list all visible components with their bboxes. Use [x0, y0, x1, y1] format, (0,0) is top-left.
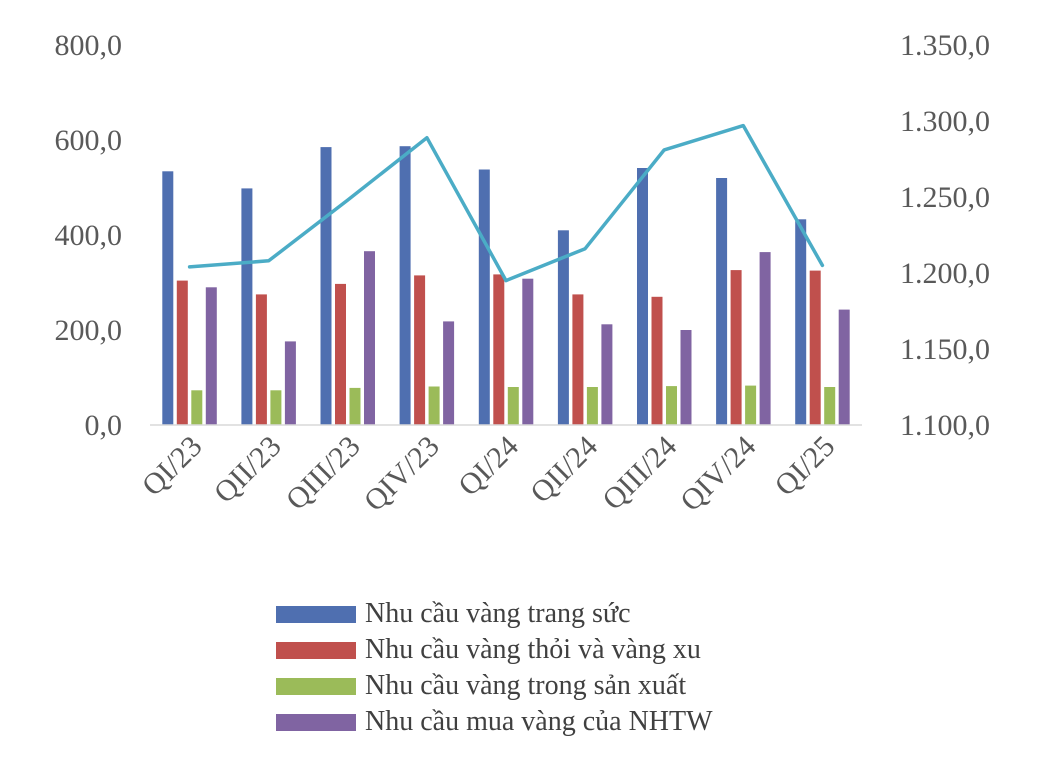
legend-item-jewelry: Nhu cầu vàng trang sức	[276, 596, 896, 632]
bar-series2-QI/24	[493, 274, 505, 425]
legend-swatch-jewelry	[276, 605, 356, 623]
bar-series3-QIII/23	[349, 387, 361, 425]
legend-item-bar-coin: Nhu cầu vàng thỏi và vàng xu	[276, 632, 896, 668]
x-category-label: QI/25	[769, 430, 842, 503]
y-right-tick-label: 1.100,0	[900, 409, 990, 442]
bar-series3-QIV/23	[428, 386, 440, 425]
bar-series2-QIII/23	[335, 283, 346, 425]
legend-swatch-central-banks	[276, 713, 356, 731]
y-right-tick-label: 1.250,0	[900, 181, 990, 214]
bar-series3-QIV/24	[745, 385, 757, 425]
x-category-label: QI/23	[136, 430, 209, 503]
legend-item-central-banks: Nhu cầu mua vàng của NHTW	[276, 704, 896, 740]
bar-series3-QI/25	[824, 387, 836, 425]
bar-series1-QII/23	[241, 188, 253, 425]
x-category-label: QIII/23	[280, 430, 367, 517]
bar-series2-QIII/24	[651, 296, 663, 426]
y-right-tick-label: 1.300,0	[900, 105, 990, 138]
bar-series4-QI/24	[522, 278, 534, 425]
bar-series4-QII/24	[601, 324, 613, 425]
bar-series2-QIV/23	[414, 275, 426, 425]
legend-label-bar-coin: Nhu cầu vàng thỏi và vàng xu	[365, 634, 701, 665]
legend-swatch-bar-coin	[276, 641, 356, 659]
bars-layer	[162, 146, 850, 426]
x-category-label: QII/23	[208, 430, 288, 510]
bar-series2-QII/24	[572, 294, 584, 425]
y-right-tick-label: 1.200,0	[900, 257, 990, 290]
bar-series3-QI/23	[191, 390, 203, 425]
legend-label-technology: Nhu cầu vàng trong sản xuất	[365, 670, 687, 701]
legend: Nhu cầu vàng trang sức Nhu cầu vàng thỏi…	[276, 596, 896, 740]
bar-series3-QIII/24	[666, 386, 677, 425]
x-category-label: QI/24	[452, 430, 525, 503]
bar-series1-QI/23	[162, 171, 174, 425]
bar-series2-QI/23	[176, 280, 188, 425]
bar-series1-QIV/23	[399, 146, 411, 425]
bar-series3-QII/24	[586, 387, 598, 425]
bar-series4-QI/23	[205, 287, 217, 426]
x-category-label: QIV/23	[358, 430, 446, 518]
bar-series4-QIV/24	[759, 252, 771, 425]
x-category-label: QII/24	[524, 430, 604, 510]
left-axis-ticks: 0,0 200,0 400,0 600,0 800,0	[55, 29, 123, 442]
y-left-tick-label: 400,0	[55, 219, 123, 252]
legend-label-central-banks: Nhu cầu mua vàng của NHTW	[365, 706, 713, 737]
bar-series4-QIII/23	[364, 251, 375, 425]
legend-swatch-technology	[276, 677, 356, 695]
legend-label-jewelry: Nhu cầu vàng trang sức	[365, 598, 631, 629]
bar-series1-QIV/24	[716, 178, 728, 425]
y-right-tick-label: 1.350,0	[900, 29, 990, 62]
bar-series2-QII/23	[255, 294, 267, 425]
line-layer	[187, 123, 825, 283]
x-category-label: QIII/24	[596, 430, 683, 517]
y-left-tick-label: 200,0	[55, 314, 123, 347]
y-left-tick-label: 600,0	[55, 124, 123, 157]
y-left-tick-label: 800,0	[55, 29, 123, 62]
bar-series1-QI/25	[795, 219, 807, 425]
bar-series1-QI/24	[478, 169, 490, 425]
legend-item-technology: Nhu cầu vàng trong sản xuất	[276, 668, 896, 704]
bar-series4-QIII/24	[680, 330, 692, 425]
bar-series3-QI/24	[507, 387, 519, 425]
bar-series3-QII/23	[270, 390, 282, 425]
bar-series1-QIII/24	[637, 168, 648, 425]
y-right-tick-label: 1.150,0	[900, 333, 990, 366]
x-category-label: QIV/24	[674, 430, 762, 518]
right-axis-ticks: 1.100,0 1.150,0 1.200,0 1.250,0 1.300,0 1.350…	[900, 29, 990, 442]
bar-series4-QII/23	[284, 341, 296, 425]
bar-series2-QIV/24	[730, 270, 742, 425]
bar-series4-QIV/23	[443, 321, 455, 425]
y-left-tick-label: 0,0	[85, 409, 123, 442]
bar-series2-QI/25	[809, 270, 821, 425]
bar-series4-QI/25	[838, 309, 850, 425]
line-series-1	[187, 123, 825, 283]
bar-series1-QII/24	[557, 230, 569, 425]
bar-series1-QIII/23	[320, 147, 332, 425]
